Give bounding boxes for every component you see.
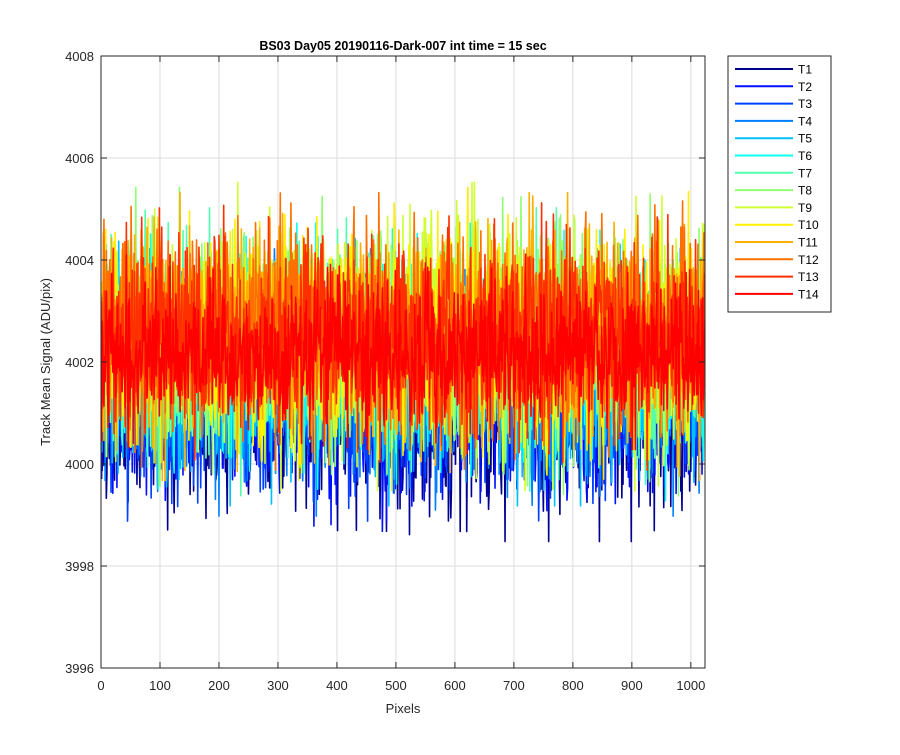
series-layer [101,181,705,543]
x-tick-label: 900 [621,678,643,693]
legend-label-t3: T3 [798,97,812,111]
legend-label-t5: T5 [798,132,812,146]
x-tick-label: 0 [97,678,104,693]
tick-layer: 0 100 200 300 400 500 600 700 800 900 1000 3996 3998… [65,49,705,693]
legend[interactable]: T1 T2 T3 T4 T5 T6 T7 T8 T9 T10 T11 T12 T13 T14 [727,55,832,313]
y-tick-label: 4008 [65,49,94,64]
legend-label-t11: T11 [798,236,818,250]
x-tick-label: 100 [149,678,171,693]
x-tick-label: 200 [208,678,230,693]
y-tick-label: 4004 [65,253,94,268]
x-tick-label: 400 [326,678,348,693]
y-tick-label: 3998 [65,559,94,574]
legend-label-t1: T1 [798,63,812,77]
y-tick-label: 4002 [65,355,94,370]
legend-label-t13: T13 [798,270,819,284]
legend-label-t6: T6 [798,149,812,163]
x-tick-label: 300 [267,678,289,693]
legend-label-t10: T10 [798,218,819,232]
y-tick-label: 4000 [65,457,94,472]
legend-label-t12: T12 [798,253,819,267]
x-tick-label: 1000 [676,678,705,693]
legend-label-t7: T7 [798,166,812,180]
chart-title: BS03 Day05 20190116-Dark-007 int time = … [259,39,546,53]
y-tick-label: 4006 [65,151,94,166]
legend-box [727,55,832,313]
x-tick-label: 800 [562,678,584,693]
series-line-t13 [101,202,705,471]
legend-label-t2: T2 [798,80,812,94]
y-tick-label: 3996 [65,661,94,676]
y-axis-label: Track Mean Signal (ADU/pix) [38,278,53,446]
x-tick-label: 600 [444,678,466,693]
legend-label-t8: T8 [798,184,812,198]
x-axis-label: Pixels [386,701,421,716]
legend-label-t9: T9 [798,201,812,215]
series-line-t14 [101,253,705,451]
legend-label-t4: T4 [798,114,812,128]
x-tick-label: 500 [385,678,407,693]
x-tick-label: 700 [503,678,525,693]
legend-items: T1 T2 T3 T4 T5 T6 T7 T8 T9 T10 T11 T12 T13 T14 [735,63,819,301]
legend-label-t14: T14 [798,287,819,301]
